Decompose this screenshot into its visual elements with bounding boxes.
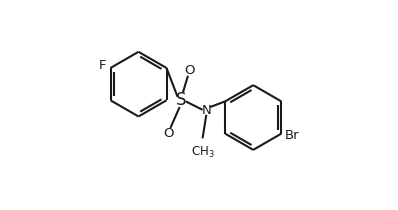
Text: F: F xyxy=(99,59,107,72)
Text: O: O xyxy=(164,127,174,140)
Text: O: O xyxy=(184,64,195,77)
Text: Br: Br xyxy=(284,129,299,142)
Text: S: S xyxy=(176,91,187,109)
Text: N: N xyxy=(201,104,211,117)
Text: CH$_3$: CH$_3$ xyxy=(191,145,215,160)
